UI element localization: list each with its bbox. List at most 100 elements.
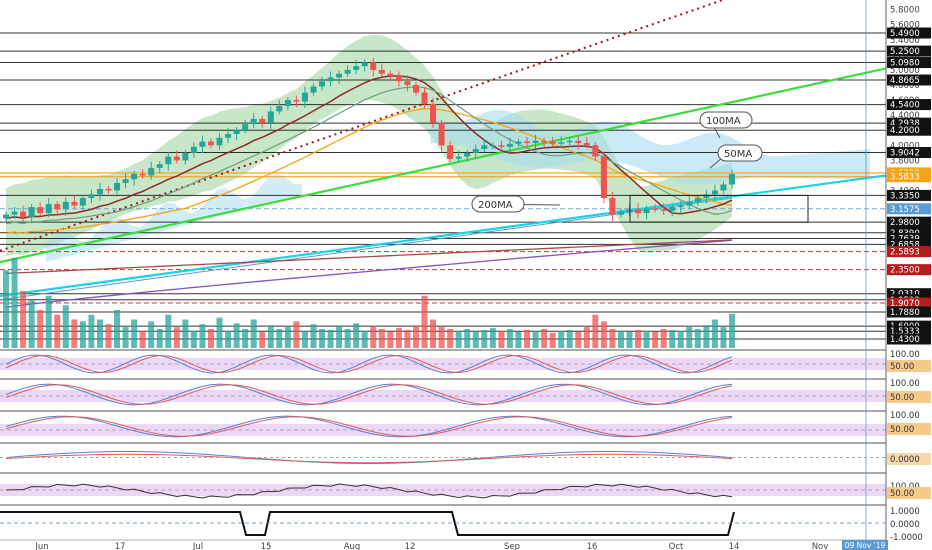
- volume-bar: [472, 331, 479, 348]
- oscillator-line: [5, 354, 733, 374]
- volume-bar: [216, 317, 223, 348]
- candle-body: [660, 209, 667, 211]
- panel-label-box: [887, 360, 931, 372]
- candle-body: [45, 204, 52, 214]
- candle-body: [165, 156, 172, 165]
- panel-axis-label: 1.0000: [890, 507, 920, 517]
- level-label-box: [887, 246, 931, 258]
- level-label-box: [887, 124, 931, 136]
- volume-bar: [361, 330, 368, 348]
- candle-body: [344, 69, 351, 74]
- candle-body: [643, 208, 650, 214]
- price-axis: 100.00 50.00 100.00 50.00 100.00 50.00 0.0000 1…: [885, 0, 931, 550]
- ma200-callout-label: 200MA: [478, 200, 513, 211]
- time-tick: 17: [115, 542, 126, 550]
- volume-bar: [190, 330, 197, 348]
- time-tick: Nov: [812, 542, 829, 550]
- candle-body: [506, 143, 513, 147]
- volume-bar: [532, 330, 539, 348]
- ma100-line: [5, 107, 733, 235]
- dotted-red-trend-line: [0, 0, 726, 252]
- candle-body: [515, 141, 522, 144]
- volume-bar: [182, 319, 189, 348]
- volume-bar: [506, 329, 513, 348]
- candle-body: [267, 111, 274, 123]
- candle-body: [395, 75, 402, 82]
- level-label-box: [887, 288, 931, 300]
- level-label: 4.5400: [890, 101, 920, 111]
- candle-body: [156, 164, 163, 168]
- volume-bar: [267, 325, 274, 348]
- level-label-box: [887, 325, 931, 337]
- candle-body: [11, 211, 18, 215]
- price-tick: 5.8000: [890, 6, 920, 16]
- candle-body: [216, 137, 223, 146]
- candle-body: [729, 173, 735, 185]
- candle-body: [387, 73, 394, 76]
- level-label-box: [887, 227, 931, 239]
- volume-bar: [259, 331, 266, 348]
- panel-axis-label: 0.0000: [890, 455, 920, 465]
- thin-blue-line: [0, 197, 733, 301]
- volume-bar: [600, 321, 607, 348]
- candle-body: [336, 73, 343, 78]
- candle-body: [37, 207, 44, 214]
- candle-body: [131, 173, 138, 180]
- level-label: 3.3350: [890, 191, 920, 201]
- price-tick: 5.4000: [890, 36, 920, 46]
- level-label: 1.4300: [890, 335, 920, 345]
- candle-body: [583, 143, 590, 146]
- oscillator-line: [5, 415, 733, 438]
- volume-bar: [28, 300, 35, 348]
- candle-body: [301, 92, 308, 102]
- annotations: 100MA 50MA 200MA: [471, 111, 809, 223]
- candle-body: [686, 201, 693, 206]
- volume-bar: [105, 324, 112, 348]
- level-label-box: [887, 333, 931, 345]
- candle-body: [635, 209, 642, 214]
- candle-body: [3, 214, 9, 219]
- volume-bar: [498, 330, 505, 348]
- oscillator-signal: [5, 416, 733, 437]
- volume-bar: [353, 323, 360, 348]
- price-tick: 4.4000: [890, 111, 920, 121]
- cloud-blue: [430, 109, 870, 185]
- volume-bar: [3, 270, 9, 348]
- candle-body: [62, 201, 69, 210]
- ma100-callout-label: 100MA: [706, 116, 741, 127]
- volume-bar: [617, 330, 624, 348]
- level-label-box: [887, 171, 931, 183]
- candle-body: [122, 179, 129, 183]
- level-label-box: [887, 74, 931, 86]
- volume-bar: [276, 329, 283, 348]
- level-label-box: [887, 238, 931, 250]
- price-tick: 5.0000: [890, 66, 920, 76]
- candle-body: [720, 184, 727, 191]
- panel-axis-label: 50.00: [890, 362, 914, 372]
- time-tick: 16: [587, 542, 598, 550]
- candle-body: [353, 66, 360, 70]
- candle-body: [549, 141, 556, 144]
- price-tick: 5.6000: [890, 21, 920, 31]
- volume-bar: [626, 331, 633, 348]
- candle-body: [669, 207, 676, 211]
- panel-axis-label: 100.00: [890, 411, 920, 421]
- candle-body: [96, 189, 103, 195]
- level-label: 5.2500: [890, 47, 920, 57]
- candle-body: [438, 122, 445, 146]
- candle-body: [361, 62, 368, 67]
- volume-bar: [609, 329, 616, 348]
- candle-body: [199, 141, 206, 147]
- candle-body: [190, 146, 197, 153]
- candle-body: [455, 156, 462, 159]
- volume-bar: [114, 310, 121, 348]
- ma50-callout-label: 50MA: [724, 149, 752, 160]
- volume-bar: [387, 331, 394, 348]
- panel-label-box: [887, 453, 931, 465]
- candle-body: [139, 173, 146, 176]
- candle-body: [481, 145, 488, 150]
- time-tick: Sep: [504, 542, 520, 550]
- price-tick: 4.0000: [890, 141, 920, 151]
